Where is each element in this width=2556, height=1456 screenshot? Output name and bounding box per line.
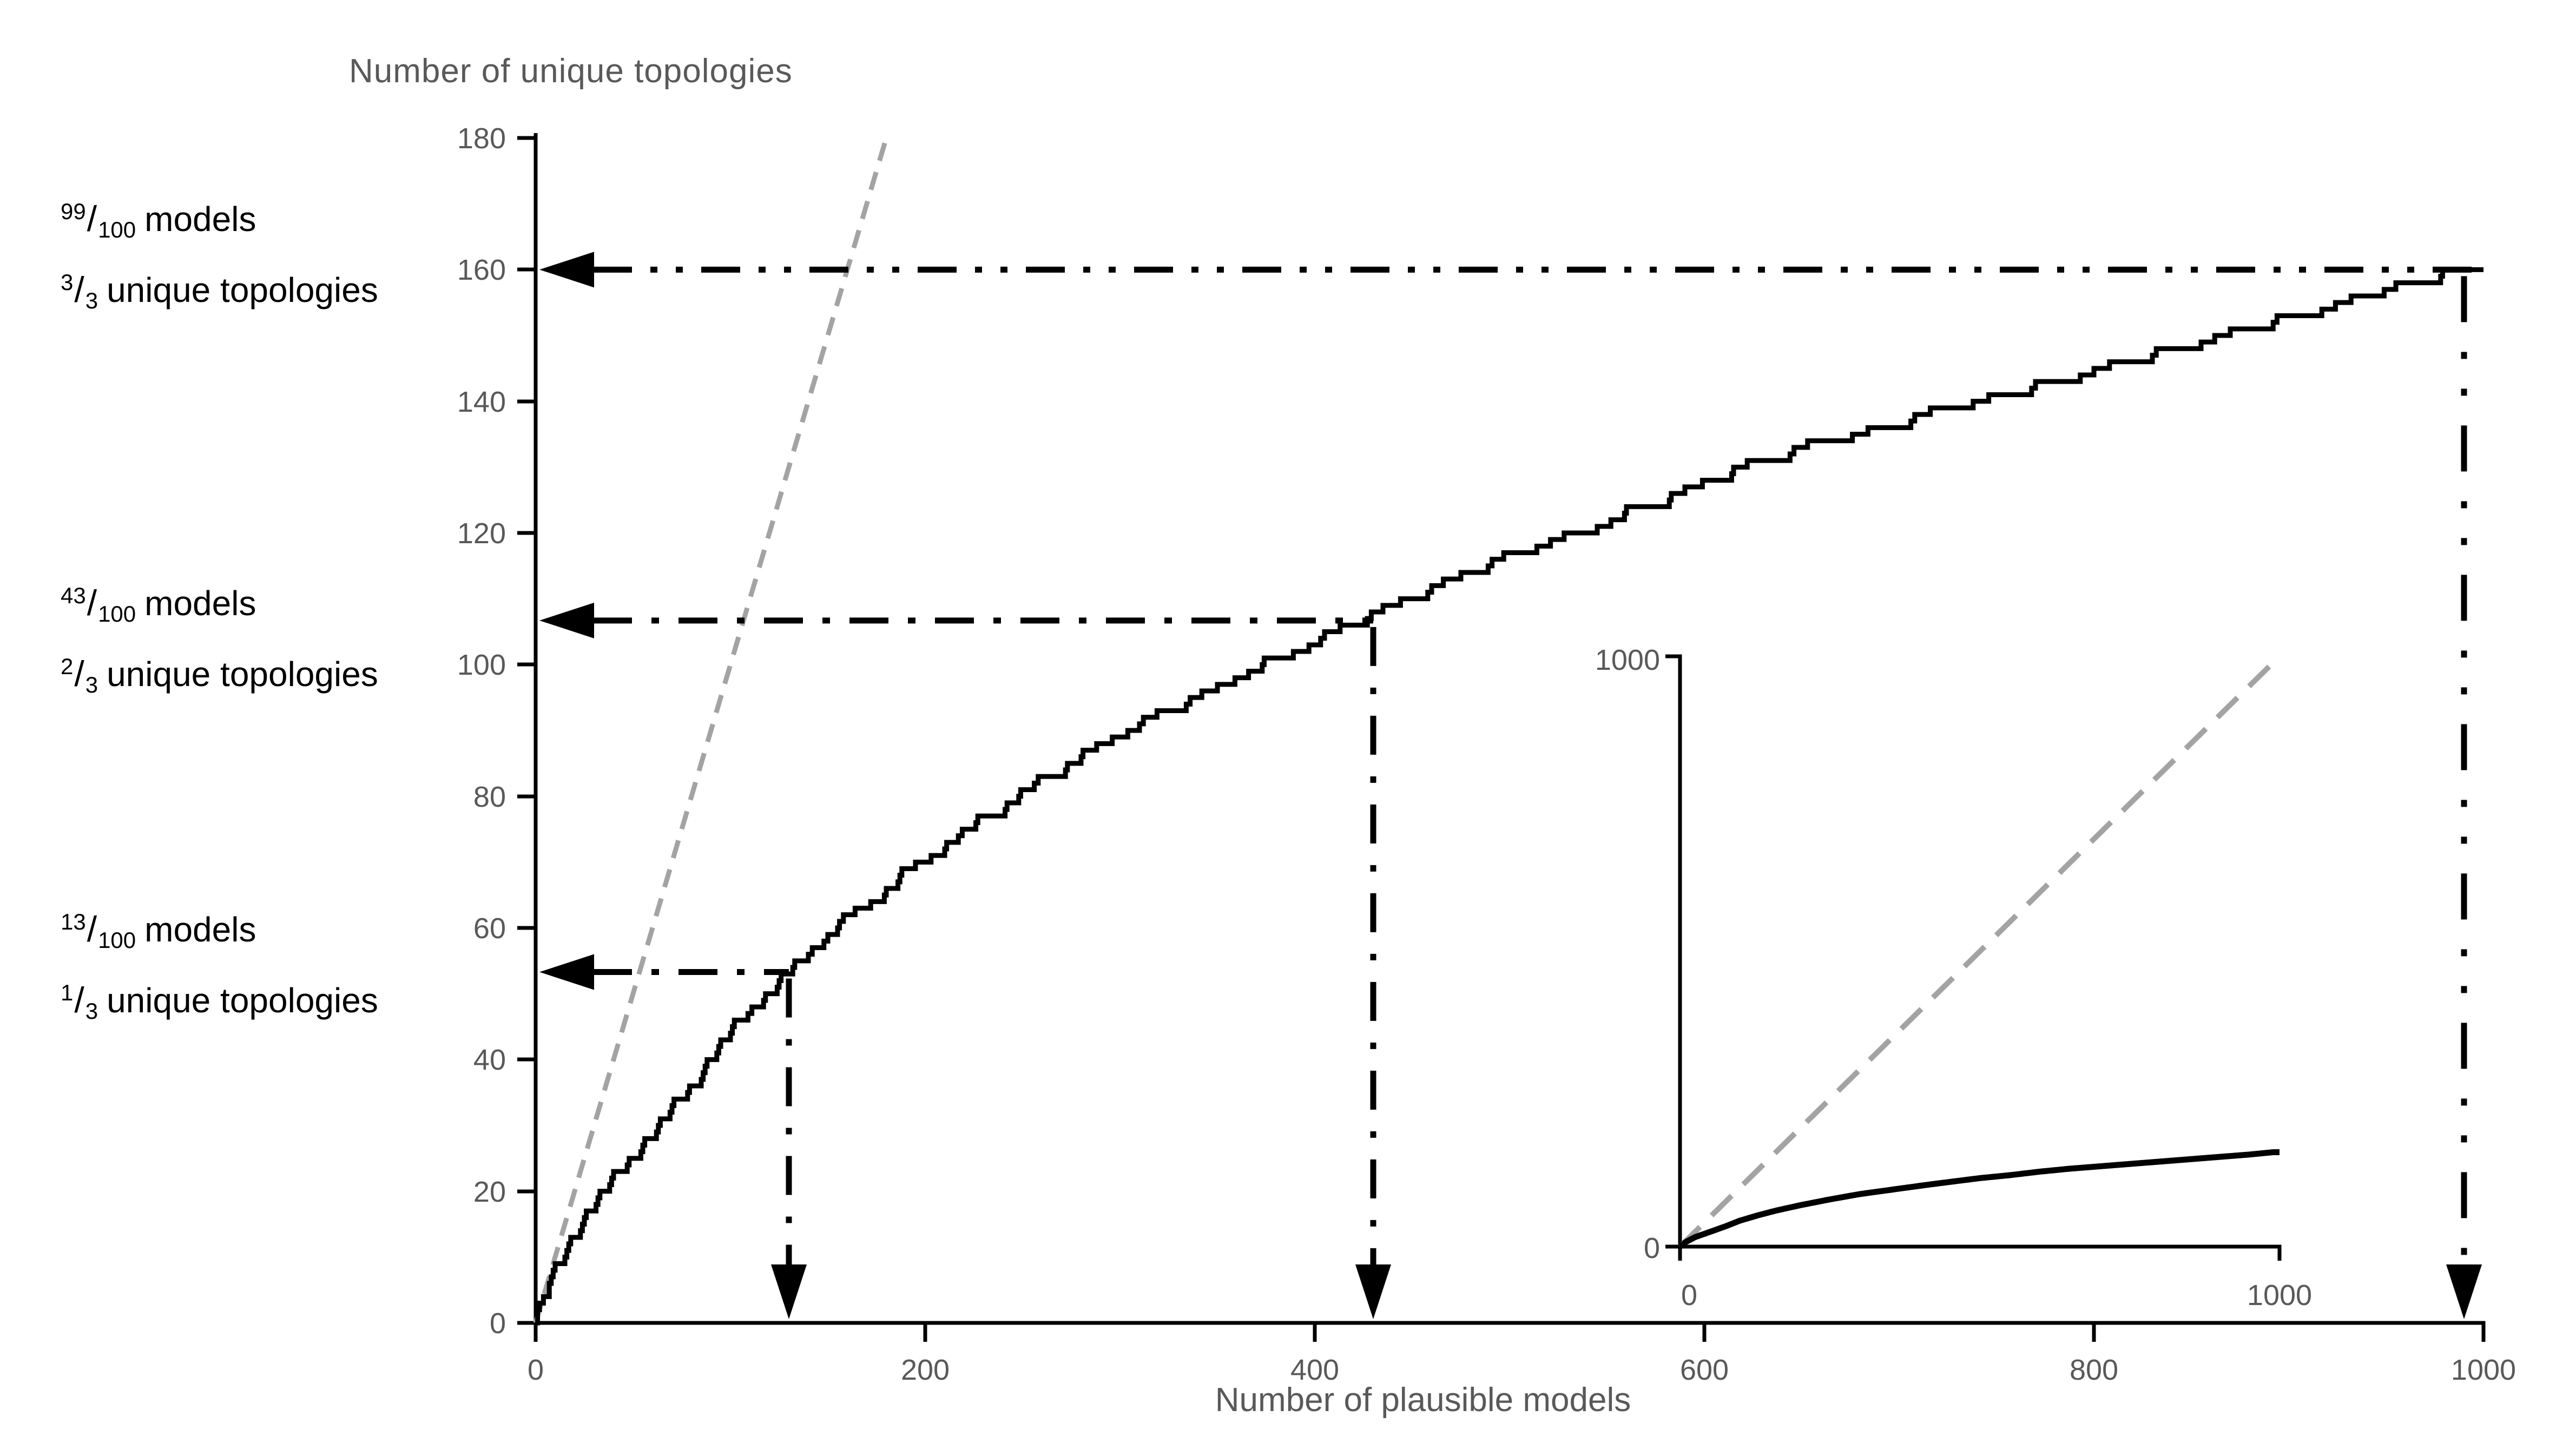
- fraction-numerator: 2: [61, 654, 74, 679]
- annotation-word: models: [144, 910, 256, 949]
- annotation-99-of-100: 99/100 models 3/3 unique topologies: [61, 185, 378, 327]
- inset-y-min-label: 0: [1644, 1232, 1660, 1264]
- x-tick-label: 0: [528, 1354, 544, 1386]
- annotation-99-of-100-models-line: 99/100 models: [61, 185, 378, 256]
- fraction-numerator: 43: [61, 583, 86, 608]
- annotation-word: unique topologies: [107, 655, 378, 694]
- fraction-numerator: 3: [61, 269, 74, 295]
- annotation-word: models: [144, 584, 256, 623]
- fraction-denominator: 100: [98, 927, 136, 953]
- y-tick-label: 40: [473, 1044, 506, 1076]
- x-axis-title: Number of plausible models: [1215, 1381, 1631, 1419]
- x-tick-label: 400: [1290, 1354, 1339, 1386]
- fraction-numerator: 1: [61, 980, 74, 1005]
- inset-x-max-label: 1000: [2247, 1279, 2312, 1312]
- main-y-axis-ticks: [517, 136, 536, 1325]
- x-tick-label: 600: [1680, 1354, 1729, 1386]
- fraction-slash: /: [74, 269, 84, 309]
- fraction-slash: /: [74, 654, 84, 694]
- inset-y-axis: [1665, 654, 1682, 1247]
- main-x-axis-ticks: [533, 1323, 2096, 1342]
- annotation-43-of-100: 43/100 models 2/3 unique topologies: [61, 569, 378, 711]
- y-tick-label: 20: [473, 1176, 506, 1208]
- y-tick-label: 160: [457, 254, 506, 286]
- fraction-denominator: 3: [85, 998, 98, 1024]
- annotation-word: unique topologies: [107, 981, 378, 1020]
- inset-x-min-label: 0: [1681, 1279, 1697, 1312]
- y-tick-label: 120: [457, 517, 506, 550]
- fraction-numerator: 13: [61, 909, 86, 934]
- annotation-99-of-100-topologies-line: 3/3 unique topologies: [61, 256, 378, 327]
- annotation-word: unique topologies: [107, 271, 378, 309]
- annotation-word: models: [144, 200, 256, 239]
- annotation-13-of-100-topologies-line: 1/3 unique topologies: [61, 966, 378, 1037]
- identity-reference-line: [533, 137, 889, 1324]
- fraction-slash: /: [74, 980, 84, 1020]
- inset-series: [1678, 654, 2282, 1249]
- fraction-denominator: 100: [98, 601, 136, 627]
- inset-chart: 1000 0 0 1000: [1595, 644, 2312, 1312]
- annotation-43-of-100-topologies-line: 2/3 unique topologies: [61, 640, 378, 711]
- x-tick-label: 200: [901, 1354, 950, 1386]
- y-tick-label: 100: [457, 649, 506, 681]
- annotation-43-of-100-models-line: 43/100 models: [61, 569, 378, 640]
- main-x-axis: [534, 1321, 2486, 1342]
- x-tick-label: 1000: [2451, 1354, 2516, 1386]
- annotation-arrow-lines: [539, 252, 2483, 1319]
- fraction-numerator: 99: [61, 199, 86, 224]
- fraction-denominator: 3: [85, 672, 98, 697]
- fraction-denominator: 3: [85, 288, 98, 313]
- y-tick-label: 80: [473, 781, 506, 813]
- inset-y-max-label: 1000: [1595, 644, 1660, 676]
- annotation-13-of-100-models-line: 13/100 models: [61, 895, 378, 966]
- fraction-denominator: 100: [98, 217, 136, 242]
- y-tick-label: 140: [457, 386, 506, 418]
- y-tick-label: 0: [490, 1307, 506, 1340]
- y-tick-label: 60: [473, 912, 506, 945]
- annotation-13-of-100: 13/100 models 1/3 unique topologies: [61, 895, 378, 1037]
- x-tick-label: 800: [2070, 1354, 2118, 1386]
- fraction-slash: /: [87, 583, 97, 623]
- fraction-slash: /: [87, 909, 97, 949]
- topologies-step-curve: [535, 267, 2483, 1326]
- fraction-slash: /: [87, 199, 97, 239]
- chart-title: Number of unique topologies: [349, 52, 793, 90]
- y-tick-label: 180: [457, 122, 506, 155]
- inset-x-axis: [1678, 1244, 2282, 1261]
